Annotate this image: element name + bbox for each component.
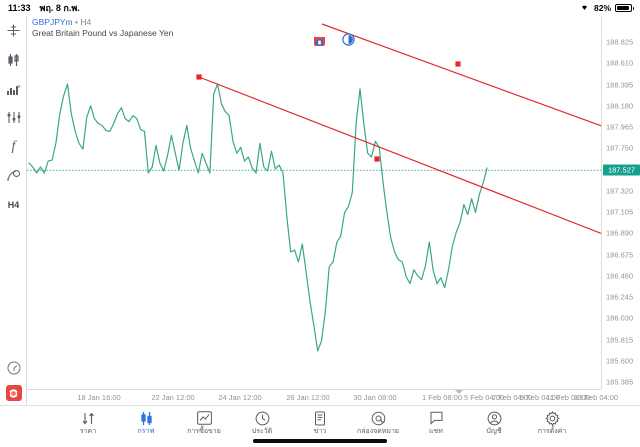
status-bar-left: 11:33 พฤ. 8 ก.พ. bbox=[8, 1, 80, 15]
function-icon[interactable]: f bbox=[0, 132, 27, 161]
chart-frame: x f H4 bbox=[0, 16, 640, 405]
nav-item-news-doc[interactable]: ข่าว bbox=[291, 406, 349, 447]
price-line-series bbox=[28, 83, 488, 352]
nav-item-chart-candles[interactable]: กราฟ bbox=[117, 406, 175, 447]
bar-chart-icon[interactable]: x bbox=[0, 74, 27, 103]
chart-plot-area[interactable] bbox=[27, 16, 601, 389]
history-clock-icon bbox=[255, 410, 270, 426]
nav-item-label: การตั้งค่า bbox=[537, 428, 567, 435]
price-axis-tick: 185.600 bbox=[606, 356, 634, 366]
chart-toolbar: x f H4 bbox=[0, 16, 27, 405]
price-axis-tick: 186.245 bbox=[606, 292, 634, 302]
news-flag-marker[interactable] bbox=[314, 35, 325, 46]
status-bar: 11:33 พฤ. 8 ก.พ. 82% bbox=[0, 0, 640, 16]
nav-item-account-person[interactable]: บัญชี bbox=[465, 406, 523, 447]
nav-item-label: บัญชี bbox=[486, 428, 502, 435]
trade-line-icon bbox=[196, 410, 212, 426]
price-axis-tick: 187.105 bbox=[606, 207, 634, 217]
bottom-navigation: ราคา กราฟ การซื้อขาย ประวัติ ข่าว กล่องจดหมาย… bbox=[0, 405, 640, 447]
price-axis-tick: 187.320 bbox=[606, 186, 634, 196]
price-axis-tick: 186.890 bbox=[606, 228, 634, 238]
trendline-anchor-handle[interactable] bbox=[196, 74, 202, 80]
sync-icon[interactable] bbox=[5, 385, 22, 401]
time-axis-tick: 24 Jan 12:00 bbox=[218, 393, 262, 402]
nav-item-settings-gear[interactable]: การตั้งค่า bbox=[523, 406, 581, 447]
time-axis-tick: 7 Feb 04:00 bbox=[491, 393, 533, 402]
scroll-position-marker bbox=[455, 390, 463, 394]
quotes-arrows-icon bbox=[81, 410, 96, 426]
nav-item-quotes-arrows[interactable]: ราคา bbox=[59, 406, 117, 447]
nav-item-mailbox-at[interactable]: กล่องจดหมาย bbox=[349, 406, 407, 447]
chart-candles-icon bbox=[139, 410, 154, 426]
price-axis-tick: 186.675 bbox=[606, 250, 634, 259]
time-axis-tick: 22 Jan 12:00 bbox=[151, 393, 195, 402]
price-axis-tick: 187.965 bbox=[606, 122, 634, 132]
status-date: พฤ. 8 ก.พ. bbox=[39, 3, 80, 13]
status-time: 11:33 bbox=[8, 3, 31, 13]
time-axis-tick: 9 Feb 04:00 bbox=[519, 393, 561, 402]
price-axis-tick: 188.180 bbox=[606, 101, 634, 111]
time-axis-tick: 1 Feb 08:00 bbox=[421, 393, 463, 402]
function-icon-label: f bbox=[11, 138, 16, 154]
price-axis-tick: 187.750 bbox=[606, 143, 634, 153]
time-axis-tick: 18 Jan 16:00 bbox=[77, 393, 121, 402]
battery-icon bbox=[615, 4, 634, 12]
nav-item-label: กราฟ bbox=[137, 428, 155, 435]
history-clock-icon[interactable] bbox=[0, 353, 27, 382]
mailbox-at-icon bbox=[371, 410, 386, 426]
settings-gear-icon bbox=[544, 410, 560, 426]
time-axis-tick: 13 Feb 04:00 bbox=[573, 393, 619, 402]
account-person-icon bbox=[487, 410, 502, 426]
time-axis-tick: 26 Jan 12:00 bbox=[286, 393, 330, 402]
timeframe-label: H4 bbox=[7, 199, 20, 210]
nav-item-label: ประวัติ bbox=[251, 428, 273, 435]
price-axis-tick: 186.460 bbox=[606, 271, 634, 281]
event-clock-marker[interactable] bbox=[342, 33, 355, 46]
current-price-label[interactable]: 187.527 bbox=[603, 164, 640, 176]
wifi-icon bbox=[579, 3, 590, 13]
nav-item-label: ราคา bbox=[79, 428, 97, 435]
price-axis-tick: 188.610 bbox=[606, 58, 634, 68]
home-indicator bbox=[253, 439, 387, 443]
nav-item-chat-bubble[interactable]: แชท bbox=[407, 406, 465, 447]
battery-percent: 82% bbox=[593, 3, 611, 13]
crosshair-icon[interactable] bbox=[0, 16, 27, 45]
nav-item-label: ข่าว bbox=[313, 428, 327, 435]
news-doc-icon bbox=[313, 410, 327, 426]
nav-item-label: แชท bbox=[429, 428, 443, 435]
lower-trendline[interactable] bbox=[198, 76, 601, 238]
chart-svg bbox=[27, 23, 601, 352]
time-axis-tick: 5 Feb 04:00 bbox=[463, 393, 505, 402]
price-axis-tick: 185.815 bbox=[606, 335, 634, 344]
upper-trendline[interactable] bbox=[321, 23, 601, 140]
nav-item-history-clock[interactable]: ประวัติ bbox=[233, 406, 291, 447]
price-axis-tick: 185.385 bbox=[606, 377, 634, 387]
nav-item-label: การซื้อขาย bbox=[187, 428, 221, 435]
price-axis-tick: 188.825 bbox=[606, 37, 634, 47]
time-axis[interactable]: 18 Jan 16:00 22 Jan 12:00 24 Jan 12:00 26 J… bbox=[27, 389, 618, 405]
svg-text:x: x bbox=[18, 84, 21, 90]
trendlines-group[interactable] bbox=[196, 23, 601, 241]
indicators-icon[interactable] bbox=[0, 103, 27, 132]
trendline-anchor-handle[interactable] bbox=[455, 61, 461, 67]
time-axis-tick: 30 Jan 08:00 bbox=[353, 393, 397, 402]
price-axis-tick: 188.395 bbox=[606, 80, 634, 89]
time-axis-tick: 11 Feb 04:00 bbox=[546, 393, 590, 402]
candlestick-icon[interactable] bbox=[0, 45, 27, 74]
price-axis-tick: 186.030 bbox=[606, 313, 634, 323]
chart-toolbar-bottom bbox=[0, 353, 27, 401]
nav-item-label: กล่องจดหมาย bbox=[356, 428, 400, 435]
price-axis[interactable]: 188.825 188.610 188.395 188.180 187.965 187.7… bbox=[601, 16, 640, 389]
timeframe-button[interactable]: H4 bbox=[0, 190, 27, 219]
objects-icon[interactable] bbox=[0, 161, 27, 190]
status-bar-right: 82% bbox=[579, 3, 634, 13]
chat-bubble-icon bbox=[429, 410, 444, 426]
nav-item-trade-line[interactable]: การซื้อขาย bbox=[175, 406, 233, 447]
trendline-anchor-handle[interactable] bbox=[374, 156, 380, 162]
